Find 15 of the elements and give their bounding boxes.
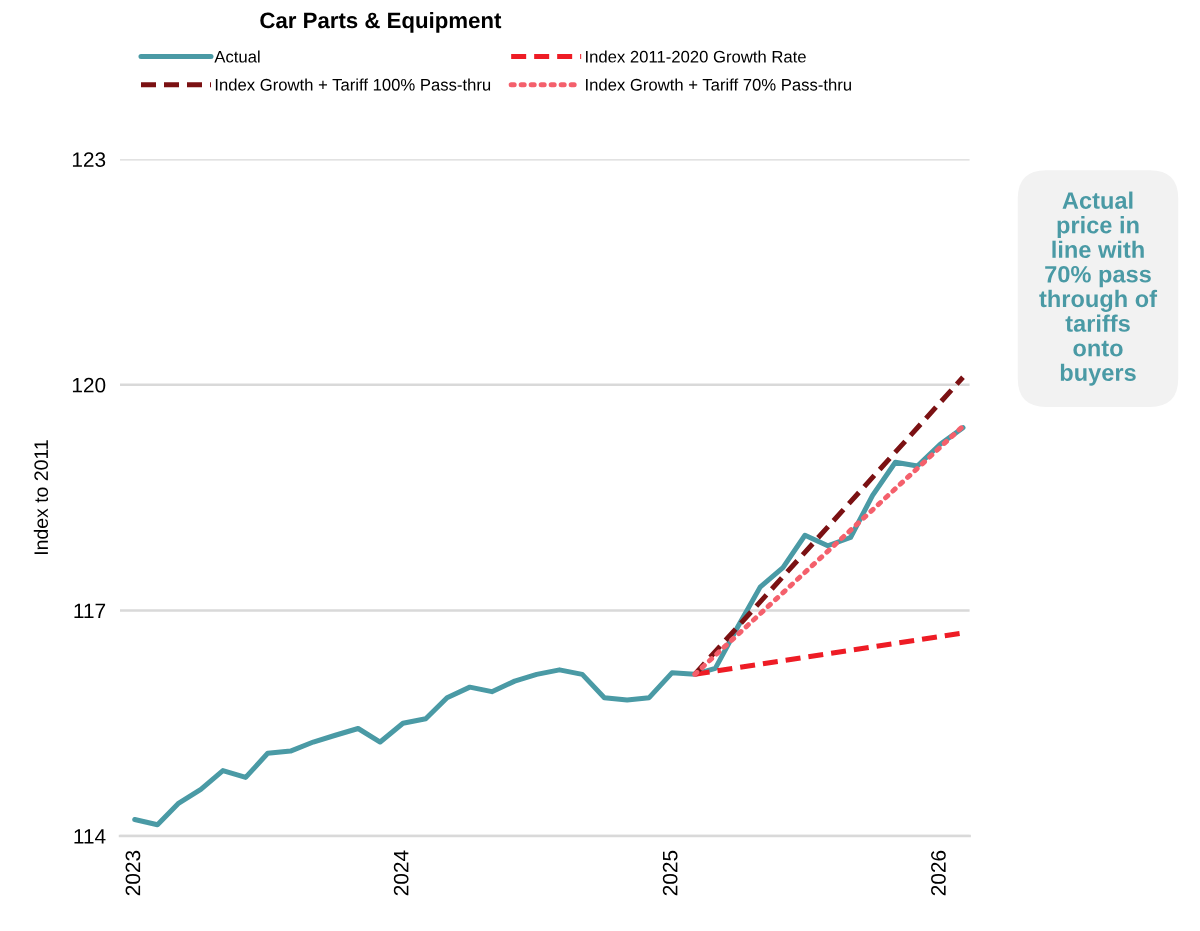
x-tick-label: 2023 bbox=[125, 850, 141, 896]
legend-label: Index 2011-2020 Growth Rate bbox=[586, 50, 806, 63]
legend-label: Index Growth + Tariff 100% Pass-thru bbox=[215, 78, 491, 91]
legend-label: Actual bbox=[214, 50, 260, 63]
x-tick-label: 2024 bbox=[393, 850, 409, 896]
y-tick-label: 117 bbox=[74, 603, 106, 618]
text: Actual price in line with 70% pass through of tariffs onto buyers bbox=[1039, 191, 1158, 386]
chart-title: Car Parts & Equipment bbox=[260, 11, 502, 33]
x-tick-label: 2025 bbox=[662, 850, 678, 896]
legend-label: Index Growth + Tariff 70% Pass-thru bbox=[586, 78, 851, 91]
y-axis-title: Index to 2011 bbox=[33, 440, 49, 555]
y-tick-label: 123 bbox=[72, 152, 106, 167]
y-tick-label: 114 bbox=[74, 829, 106, 844]
x-tick-label: 2026 bbox=[931, 850, 946, 896]
y-tick-label: 120 bbox=[72, 377, 106, 393]
